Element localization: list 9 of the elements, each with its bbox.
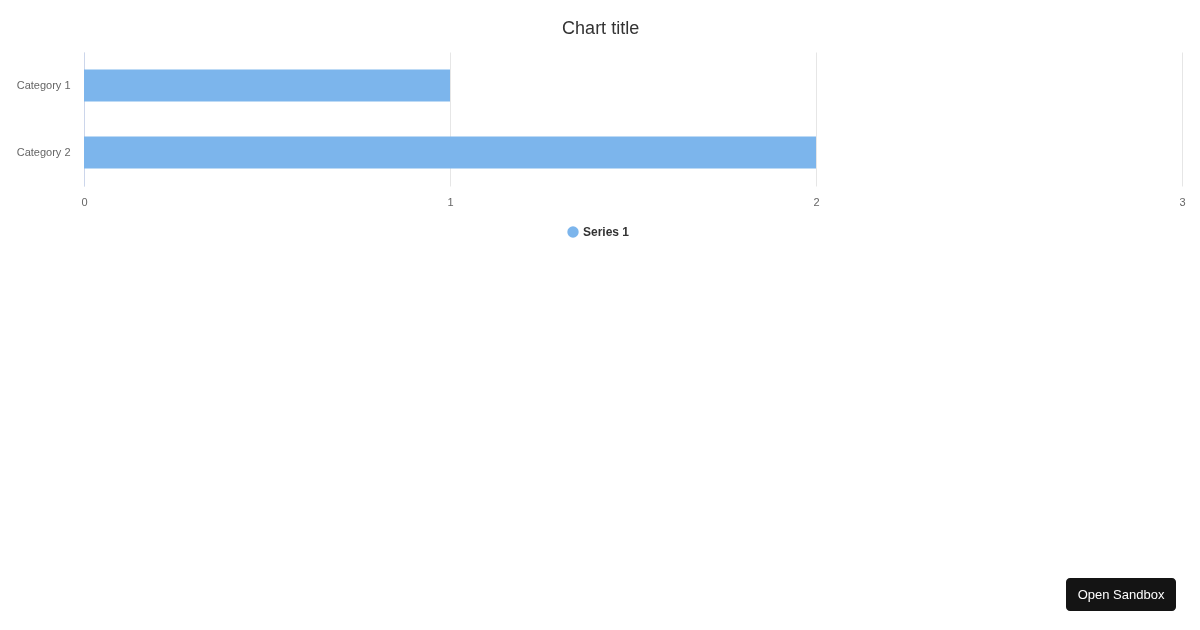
x-tick-label: 3 (1179, 195, 1186, 208)
legend-label: Series 1 (583, 225, 630, 239)
text: Open Sandbox (1077, 586, 1165, 602)
y-tick-label: Category 2 (16, 145, 71, 158)
y-tick-label: Category 1 (16, 78, 71, 91)
x-tick-label: 2 (813, 195, 820, 208)
x-tick-label: 0 (81, 195, 88, 208)
x-tick-label: 1 (447, 195, 454, 208)
chart-title: Chart title (562, 18, 640, 38)
